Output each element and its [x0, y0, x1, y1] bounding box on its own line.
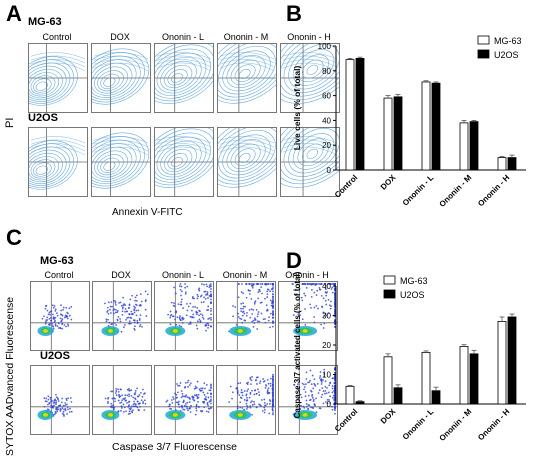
panel-a-x-axis-label: Annexin V-FITC: [112, 207, 183, 218]
chart-d-y-tick-label: 10: [322, 371, 331, 380]
chart-b-y-tick-label: 100: [318, 42, 332, 51]
chart-b-live-cells: 0 20 40 60 80 100 Live cells (% of total) Contr…: [292, 35, 526, 209]
panel-a-plot-u2os-ononin-h: [280, 127, 340, 197]
panel-c-x-axis-label: Caspase 3/7 Fluorescense: [112, 441, 237, 453]
chart-d-bar-u2os-dox: [393, 387, 403, 405]
panel-c-plot-mg-63-control: [30, 281, 90, 351]
panel-letter-d: D: [286, 248, 302, 273]
panel-letter-c: C: [6, 225, 22, 250]
chart-b-x-tick-label-control: Control: [333, 173, 359, 199]
chart-d-legend-label-u2os: U2OS: [400, 290, 425, 300]
panel-letter-b: B: [286, 1, 302, 26]
panel-a-column-label-ononin-h: Ononin - H: [287, 32, 331, 42]
chart-d-y-tick-label: 40: [322, 282, 331, 291]
panel-c-plot-u2os-dox: [92, 365, 152, 435]
chart-b-x-tick-label-dox: DOX: [379, 173, 398, 192]
chart-d-legend-swatch-mg-63: [383, 275, 396, 285]
chart-b-bar-u2os-control: [355, 57, 365, 171]
panel-c-column-label-ononin-h: Ononin - H: [285, 270, 329, 280]
chart-b-y-tick-label: 0: [327, 166, 332, 175]
chart-b-bar-mg-63-ononin-l: [421, 81, 431, 171]
panel-c-column-label-ononin-m: Ononin - M: [222, 270, 268, 280]
panel-a-plot-u2os-ononin-l: [154, 127, 214, 197]
chart-b-legend-swatch-mg-63: [477, 35, 490, 45]
chart-b-y-axis-label: Live cells (% of total): [292, 66, 302, 151]
chart-d-bar-u2os-control: [355, 401, 365, 405]
panel-a-column-label-ononin-m: Ononin - M: [223, 32, 269, 42]
panel-a-plot-u2os-control: [28, 127, 88, 197]
panel-c-column-label-dox: DOX: [111, 270, 131, 280]
chart-d-bar-mg-63-control: [345, 385, 355, 405]
chart-d-x-tick-label-control: Control: [333, 407, 359, 433]
chart-d-bar-u2os-ononin-l: [431, 390, 441, 405]
panel-a-column-label-ononin-l: Ononin - L: [161, 32, 205, 42]
panel-c-plot-mg-63-dox: [92, 281, 152, 351]
panel-a-plot-mg-63-ononin-m: [217, 43, 277, 113]
chart-d-bar-mg-63-dox: [383, 356, 393, 405]
panel-c-row-label-u2os: U2OS: [40, 350, 70, 362]
panel-a-y-axis-label: PI: [4, 117, 16, 128]
chart-d-legend-swatch-u2os: [383, 289, 396, 299]
panel-c-plot-u2os-ononin-l: [154, 365, 214, 435]
chart-b-bar-u2os-dox: [393, 96, 403, 171]
chart-b-bar-mg-63-control: [345, 59, 355, 171]
chart-b-bar-mg-63-dox: [383, 97, 393, 171]
chart-b-bar-mg-63-ononin-m: [459, 122, 469, 171]
panel-c-y-axis-label: SYTOX AADvanced Fluorescense: [4, 296, 16, 456]
panel-c-plot-mg-63-ononin-l: [154, 281, 214, 351]
panel-a-plot-u2os-dox: [91, 127, 151, 197]
chart-b-bar-u2os-ononin-l: [431, 82, 441, 171]
chart-b-x-tick-label-ononin-m: Ononin - M: [438, 173, 474, 209]
chart-d-y-tick-label: 20: [322, 341, 331, 350]
chart-b-y-tick-label: 60: [322, 92, 331, 101]
chart-d-y-tick-label: 30: [322, 312, 331, 321]
chart-d-x-tick-label-dox: DOX: [379, 407, 398, 426]
chart-b-y-tick-label: 40: [322, 116, 331, 125]
chart-d-bar-u2os-ononin-h: [507, 316, 517, 405]
panel-c-plot-u2os-ononin-m: [216, 365, 276, 435]
chart-b-x-tick-label-ononin-l: Ononin - L: [401, 173, 436, 208]
panel-a-plot-mg-63-ononin-h: [280, 43, 340, 113]
chart-d-y-tick-label: 0: [327, 400, 332, 409]
chart-d-bar-mg-63-ononin-l: [421, 351, 431, 405]
chart-d-bar-u2os-ononin-m: [469, 353, 479, 405]
chart-b-bar-u2os-ononin-m: [469, 121, 479, 171]
chart-d-legend-label-mg-63: MG-63: [400, 276, 428, 286]
panel-c-plot-u2os-ononin-h: [278, 365, 338, 435]
panel-c-column-label-ononin-l: Ononin - L: [161, 270, 205, 280]
chart-d-bar-mg-63-ononin-m: [459, 346, 469, 405]
panel-a-row-label-mg63: MG-63: [28, 16, 62, 28]
chart-d-bar-mg-63-ononin-h: [497, 321, 507, 405]
panel-a-plot-mg-63-control: [28, 43, 88, 113]
panel-a-plot-mg-63-dox: [91, 43, 151, 113]
chart-d-y-axis-label: Caspase 3/7 activated cells (% of total): [293, 271, 302, 418]
panel-c-column-label-control: Control: [44, 270, 74, 280]
chart-d-x-tick-label-ononin-h: Ononin - H: [476, 407, 511, 442]
chart-d-caspase-activated: 0 10 20 30 40 Caspase 3/7 activated cells (% …: [293, 271, 526, 443]
panel-a-column-label-dox: DOX: [110, 32, 130, 42]
panel-a-plot-u2os-ononin-m: [217, 127, 277, 197]
chart-d-x-tick-label-ononin-l: Ononin - L: [401, 407, 436, 442]
chart-b-legend-label-u2os: U2OS: [494, 50, 519, 60]
panel-c-row-label-mg63: MG-63: [40, 255, 74, 267]
chart-b-y-tick-label: 80: [322, 67, 331, 76]
chart-b-bar-mg-63-ononin-h: [497, 157, 507, 171]
chart-b-x-tick-label-ononin-h: Ononin - H: [476, 173, 511, 208]
panel-a-row-label-u2os: U2OS: [28, 112, 58, 124]
chart-b-legend-swatch-u2os: [477, 49, 490, 59]
chart-b-bar-u2os-ononin-h: [507, 157, 517, 171]
chart-b-y-tick-label: 20: [322, 141, 331, 150]
chart-d-x-tick-label-ononin-m: Ononin - M: [438, 407, 474, 443]
panel-a-plot-mg-63-ononin-l: [154, 43, 214, 113]
chart-b-legend-label-mg-63: MG-63: [494, 36, 522, 46]
panel-a-column-label-control: Control: [42, 32, 72, 42]
panel-c-plot-u2os-control: [30, 365, 90, 435]
panel-letter-a: A: [6, 1, 22, 26]
panel-c-plot-mg-63-ononin-m: [216, 281, 276, 351]
